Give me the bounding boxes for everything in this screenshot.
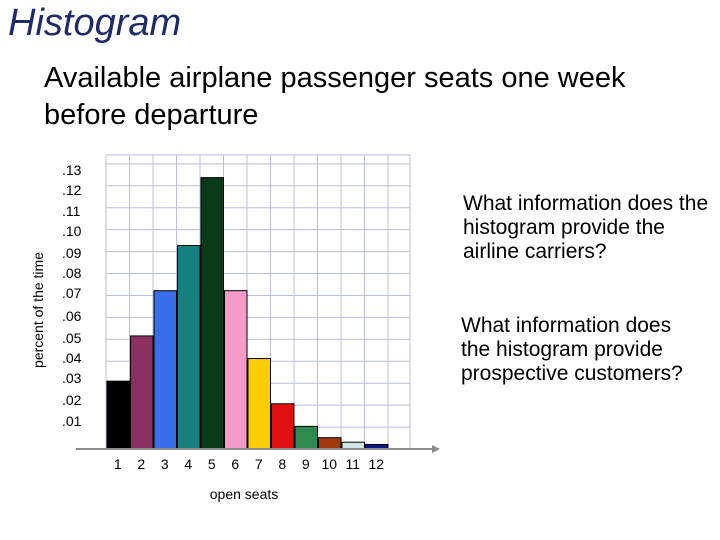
- y-tick-label: .13: [62, 162, 82, 178]
- y-tick-label: .11: [62, 203, 81, 219]
- bar-10: [318, 437, 342, 450]
- chart-axes: [76, 445, 440, 453]
- y-tick-label: .08: [62, 265, 82, 281]
- x-tick-label: 1: [114, 456, 122, 472]
- x-tick-label: 3: [161, 456, 169, 472]
- chart-bars: [106, 177, 389, 450]
- bar-4: [177, 244, 201, 450]
- y-tick-label: .02: [62, 392, 82, 408]
- y-tick-label: .09: [62, 245, 82, 261]
- bar-3: [153, 290, 177, 450]
- y-tick-label: .10: [62, 223, 82, 239]
- x-axis-title: open seats: [210, 486, 279, 502]
- y-tick-label: .07: [62, 285, 82, 301]
- bar-11: [341, 441, 365, 450]
- question-airline: What information does the histogram prov…: [463, 192, 709, 263]
- x-tick-label: 12: [368, 456, 384, 472]
- x-tick-label: 8: [278, 456, 286, 472]
- x-tick-label: 2: [137, 456, 145, 472]
- y-tick-label: .01: [62, 413, 82, 429]
- x-tick-label: 11: [345, 456, 360, 472]
- bar-7: [247, 358, 271, 450]
- x-tick-label: 7: [255, 456, 263, 472]
- y-axis-title: percent of the time: [30, 252, 46, 368]
- y-tick-labels: .13 .12 .11 .10 .09 .08 .07 .06 .05 .04 .03 .02 .01: [62, 162, 82, 429]
- bar-1: [106, 380, 130, 450]
- y-tick-label: .05: [62, 330, 82, 346]
- y-tick-label: .03: [62, 370, 82, 386]
- y-tick-label: .12: [62, 182, 82, 198]
- x-tick-labels: 1 2 3 4 5 6 7 8 9 10 11 12: [114, 456, 384, 472]
- x-axis-arrow: [432, 445, 440, 453]
- bar-5: [200, 177, 224, 450]
- bar-2: [130, 335, 154, 450]
- x-tick-label: 4: [184, 456, 192, 472]
- bar-8: [271, 403, 295, 450]
- y-tick-label: .06: [62, 308, 82, 324]
- x-tick-label: 10: [321, 456, 337, 472]
- slide-title: Histogram: [8, 2, 182, 44]
- x-tick-label: 6: [231, 456, 239, 472]
- y-tick-label: .04: [62, 350, 82, 366]
- bar-9: [294, 425, 318, 450]
- x-tick-label: 5: [208, 456, 216, 472]
- x-tick-label: 9: [302, 456, 310, 472]
- chart-subtitle: Available airplane passenger seats one w…: [44, 62, 626, 131]
- question-customers: What information does the histogram prov…: [461, 314, 683, 385]
- bar-6: [224, 290, 248, 450]
